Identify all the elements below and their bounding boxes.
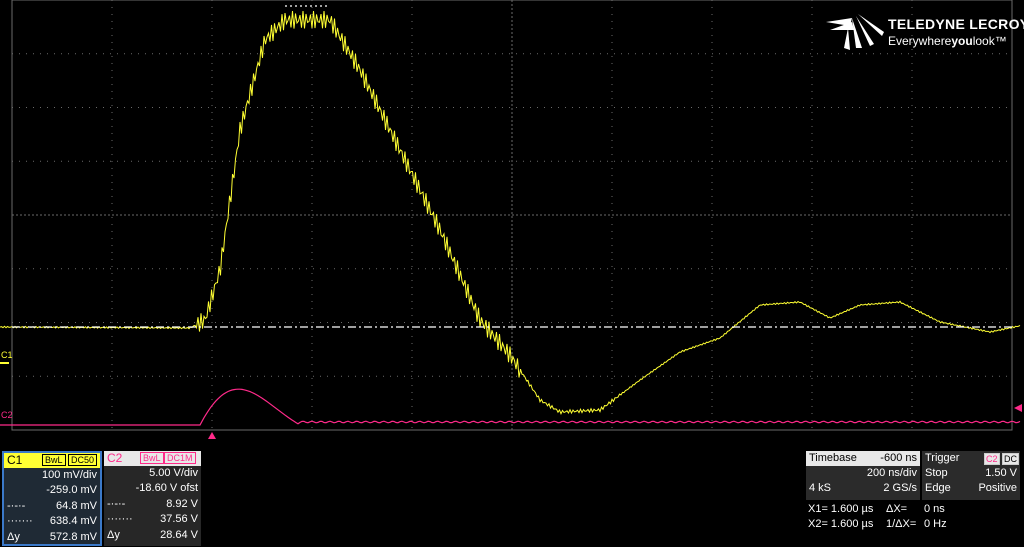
- channel2-scale: 5.00 V/div: [149, 467, 198, 479]
- channel2-cursor1-value: 8.92 V: [166, 497, 198, 510]
- channel2-delta-symbol: Δy: [107, 528, 120, 541]
- teledyne-lecroy-logo: TELEDYNE LECROY Everywhereyoulook™: [826, 14, 1024, 54]
- channel1-cursor2-symbol: ·······: [7, 515, 33, 528]
- channel1-cursor1-symbol: -·-·-: [7, 499, 26, 512]
- channel1-bw-tag: BwL: [42, 454, 66, 466]
- timebase-rate: 2 GS/s: [883, 482, 917, 495]
- channel2-coupling-tag: DC1M: [164, 452, 196, 464]
- inverse-delta-x-label: 1/ΔX=: [886, 518, 917, 530]
- channel1-delta-value: 572.8 mV: [49, 530, 97, 543]
- trigger-coupling-tag: DC: [1002, 453, 1019, 465]
- delta-x-value: 0 ns: [924, 503, 945, 515]
- channel1-cursor2-value: 638.4 mV: [49, 515, 97, 528]
- timebase-label: Timebase: [809, 452, 857, 464]
- c1-trace: [0, 10, 1021, 415]
- trigger-source-tag: C2: [984, 453, 1000, 465]
- channel2-cursor1-symbol: -·-·-: [107, 497, 126, 510]
- channel1-name: C1: [7, 453, 23, 467]
- waveform-grid: [0, 0, 1022, 439]
- c2-offset-marker[interactable]: C2: [1, 410, 13, 420]
- trigger-mode: Stop: [925, 467, 948, 479]
- channel1-delta-symbol: Δy: [7, 530, 20, 543]
- channel2-bw-tag: BwL: [140, 452, 164, 464]
- trigger-slope: Positive: [978, 482, 1017, 495]
- cursor-readout: X1= 1.600 µs ΔX= 0 ns X2= 1.600 µs 1/ΔX=…: [808, 502, 1018, 532]
- timebase-scale: 200 ns/div: [866, 467, 917, 479]
- x2-readout: X2= 1.600 µs: [808, 518, 874, 530]
- channel1-scale: 100 mV/div: [41, 469, 97, 481]
- trigger-type: Edge: [925, 482, 951, 495]
- channel2-descriptor[interactable]: C2 BwL DC1M 5.00 V/div -18.60 V ofst -·-…: [104, 451, 201, 546]
- trigger-level: 1.50 V: [985, 467, 1017, 479]
- channel1-coupling-tag: DC50: [68, 454, 98, 466]
- channel2-cursor2-value: 37.56 V: [160, 513, 198, 526]
- channel2-offset: -18.60 V ofst: [135, 482, 198, 495]
- waveform-display[interactable]: TELEDYNE LECROY Everywhereyoulook™ C1 C2: [0, 0, 1024, 447]
- inverse-delta-x-value: 0 Hz: [924, 518, 947, 530]
- timebase-samples: 4 kS: [809, 482, 832, 495]
- c1-offset-marker[interactable]: C1: [1, 350, 13, 360]
- trigger-descriptor[interactable]: Trigger C2 DC Stop 1.50 V Edge Positive: [922, 451, 1020, 500]
- x1-readout: X1= 1.600 µs: [808, 503, 874, 515]
- channel1-offset: -259.0 mV: [46, 484, 97, 497]
- trigger-time-marker: [208, 432, 216, 439]
- brand-name: TELEDYNE LECROY: [888, 16, 1024, 32]
- trigger-level-marker: [1014, 404, 1022, 412]
- brand-tagline: Everywhereyoulook™: [888, 34, 1007, 48]
- trigger-label: Trigger: [925, 452, 960, 464]
- c2-trace: [0, 388, 1021, 426]
- timebase-delay: -600 ns: [880, 452, 917, 464]
- channel1-cursor1-value: 64.8 mV: [56, 499, 97, 512]
- channel2-cursor2-symbol: ·······: [107, 513, 133, 526]
- channel2-name: C2: [107, 451, 123, 465]
- channel2-delta-value: 28.64 V: [160, 528, 198, 541]
- lecroy-logo-icon: [826, 14, 884, 50]
- timebase-descriptor[interactable]: Timebase -600 ns 200 ns/div 4 kS 2 GS/s: [806, 451, 920, 500]
- delta-x-label: ΔX=: [886, 503, 908, 515]
- channel1-descriptor[interactable]: C1 BwL DC50 100 mV/div -259.0 mV -·-·- 64…: [2, 451, 102, 546]
